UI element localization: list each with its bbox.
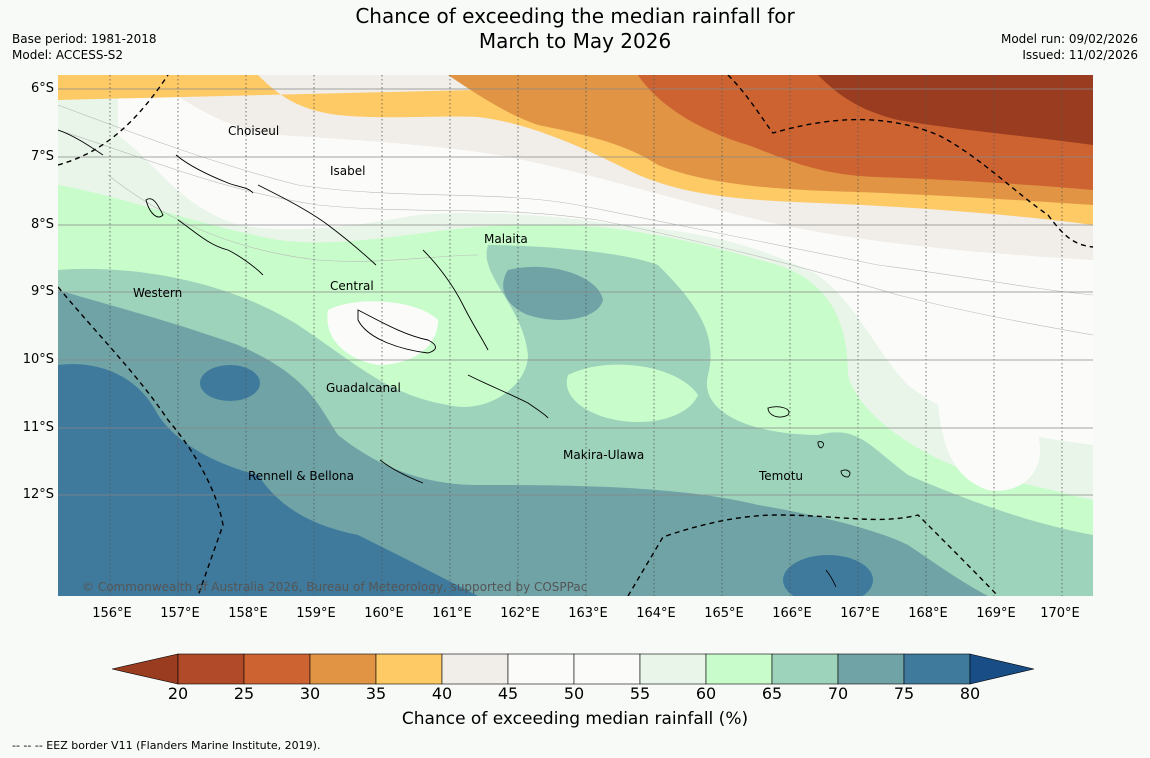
colorbar-segment: [771, 653, 839, 685]
lon-label-167e: 167°E: [840, 606, 880, 621]
lon-label-165e: 165°E: [704, 606, 744, 621]
model-name: Model: ACCESS-S2: [12, 48, 124, 62]
region-temotu: Temotu: [759, 469, 804, 483]
lon-label-168e: 168°E: [908, 606, 948, 621]
lat-label-6s: 6°S: [30, 81, 54, 96]
lon-label-158e: 158°E: [228, 606, 268, 621]
colorbar-segment: [177, 653, 245, 685]
colorbar-segment: [309, 653, 377, 685]
colorbar-segment: [837, 653, 905, 685]
region-guadalcanal: Guadalcanal: [326, 381, 401, 395]
choiseul-island: [175, 154, 254, 194]
temotu-island-3: [817, 441, 825, 449]
colorbar-segment: [441, 653, 509, 685]
graticule: [109, 75, 1063, 596]
model-run-date: Model run: 09/02/2026: [1000, 32, 1138, 46]
makira-island: [379, 459, 424, 484]
pocket-60-65: [566, 364, 698, 423]
temotu-island-2: [840, 469, 851, 478]
lat-label-12s: 12°S: [22, 487, 54, 502]
colorbar-tick-50: 50: [563, 684, 585, 703]
colorbar-tick-75: 75: [893, 684, 915, 703]
colorbar-extend-high: [969, 653, 1035, 685]
lon-label-159e: 159°E: [296, 606, 336, 621]
lat-label-10s: 10°S: [22, 352, 54, 367]
pocket-70-75: [503, 266, 603, 320]
band-75-80-patch-east: [783, 555, 873, 596]
region-western: Western: [133, 286, 183, 300]
issued-date: Issued: 11/02/2026: [1022, 48, 1138, 62]
isabel-island: [257, 184, 377, 266]
lon-label-160e: 160°E: [364, 606, 404, 621]
band-20-25: [818, 75, 1093, 145]
band-75-80: [58, 364, 478, 596]
lon-label-162e: 162°E: [500, 606, 540, 621]
forecast-map: [58, 75, 1093, 596]
chart-title: Chance of exceeding the median rainfall …: [0, 4, 1150, 54]
western-islet: [145, 198, 164, 218]
lon-label-161e: 161°E: [432, 606, 472, 621]
colorbar-segment: [705, 653, 773, 685]
colorbar-segment: [507, 653, 575, 685]
region-central: Central: [330, 279, 374, 293]
temotu-white-pocket: [938, 401, 1040, 491]
latitude-lines: [58, 88, 1093, 496]
model-info: Base period: 1981-2018 Model: ACCESS-S2: [12, 31, 157, 63]
colorbar-segment: [903, 653, 971, 685]
region-rennell-bellona: Rennell & Bellona: [248, 469, 355, 483]
guadalcanal-island: [467, 374, 549, 419]
lon-label-166e: 166°E: [772, 606, 812, 621]
colorbar-segment: [573, 653, 641, 685]
run-info: Model run: 09/02/2026 Issued: 11/02/2026: [1001, 31, 1138, 63]
colorbar-extend-low: [111, 653, 179, 685]
colorbar: [111, 652, 1038, 686]
lon-label-170e: 170°E: [1040, 606, 1080, 621]
colorbar-tick-35: 35: [365, 684, 387, 703]
region-malaita: Malaita: [484, 232, 528, 246]
lat-label-7s: 7°S: [30, 149, 54, 164]
title-line-1: Chance of exceeding the median rainfall …: [355, 4, 795, 28]
temotu-island-1: [767, 406, 790, 418]
lat-label-8s: 8°S: [30, 217, 54, 232]
lon-label-157e: 157°E: [160, 606, 200, 621]
colorbar-segment: [639, 653, 707, 685]
colorbar-tick-20: 20: [167, 684, 189, 703]
malaita-island: [422, 249, 489, 351]
band-75-80-patch: [200, 365, 260, 401]
colorbar-tick-55: 55: [629, 684, 651, 703]
lon-label-164e: 164°E: [636, 606, 676, 621]
colorbar-title: Chance of exceeding median rainfall (%): [401, 709, 749, 729]
colorbar-tick-40: 40: [431, 684, 453, 703]
colorbar-tick-30: 30: [299, 684, 321, 703]
eez-footnote: -- -- -- EEZ border V11 (Flanders Marine…: [12, 739, 321, 752]
colorbar-tick-25: 25: [233, 684, 255, 703]
colorbar-tick-45: 45: [497, 684, 519, 703]
colorbar-tick-70: 70: [827, 684, 849, 703]
central-islands: [357, 309, 436, 354]
base-period: Base period: 1981-2018: [12, 32, 157, 46]
colorbar-tick-80: 80: [959, 684, 981, 703]
region-isabel: Isabel: [330, 164, 366, 178]
lon-label-163e: 163°E: [568, 606, 608, 621]
copyright-notice: © Commonwealth of Australia 2026, Bureau…: [82, 580, 588, 594]
colorbar-segment: [375, 653, 443, 685]
coastlines: [58, 129, 851, 588]
lat-label-11s: 11°S: [22, 420, 54, 435]
colorbar-tick-65: 65: [761, 684, 783, 703]
bougainville-coast: [58, 129, 104, 156]
eez-border: [58, 75, 1093, 596]
new-georgia: [177, 219, 264, 276]
lat-label-9s: 9°S: [30, 284, 54, 299]
lon-label-156e: 156°E: [92, 606, 132, 621]
lon-label-169e: 169°E: [976, 606, 1016, 621]
region-choiseul: Choiseul: [228, 124, 280, 138]
region-makira-ulawa: Makira-Ulawa: [563, 448, 645, 462]
rennell-islet: [825, 569, 837, 588]
colorbar-tick-60: 60: [695, 684, 717, 703]
title-line-2: March to May 2026: [478, 29, 672, 53]
band-35-40-west: [58, 75, 183, 100]
central-white-pocket: [327, 301, 438, 365]
colorbar-segment: [243, 653, 311, 685]
